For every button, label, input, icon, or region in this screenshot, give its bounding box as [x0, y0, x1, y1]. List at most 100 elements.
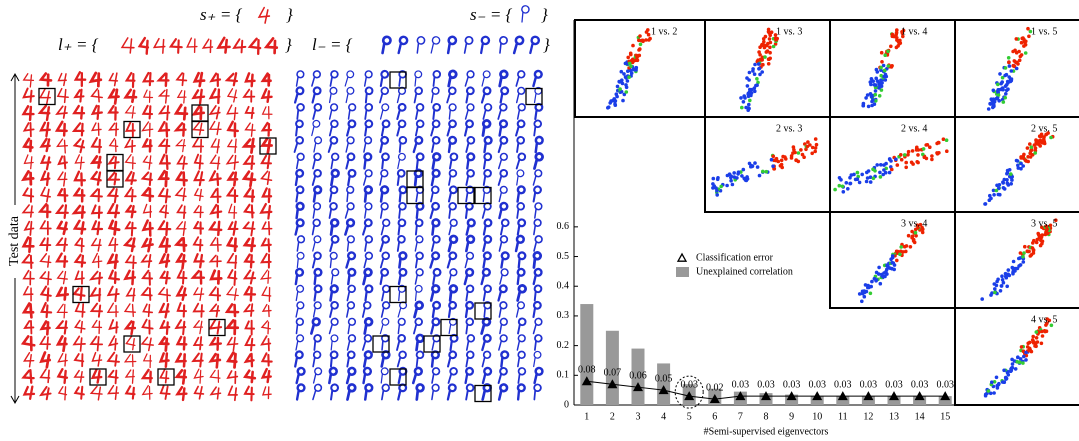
- digit-glyph: [120, 37, 135, 54]
- digit-glyph: [379, 267, 390, 286]
- scatter-dot: [806, 140, 810, 144]
- digit-glyph: [39, 121, 51, 138]
- scatter-dot: [879, 68, 883, 72]
- digit-glyph: [293, 136, 304, 153]
- digit-glyph: [344, 70, 355, 87]
- digit-glyph: [124, 369, 135, 384]
- scatter-dot: [862, 289, 866, 293]
- digit-glyph: [295, 152, 305, 170]
- digit-glyph: [448, 152, 459, 170]
- scatter-dot: [1030, 246, 1035, 250]
- line-marker: [709, 394, 720, 404]
- scatter-dot: [1037, 235, 1042, 240]
- scatter-dot: [1032, 340, 1036, 344]
- x-tick-label: 14: [915, 411, 925, 422]
- highlight-box: [191, 120, 209, 139]
- digit-glyph: [346, 185, 355, 203]
- digit-glyph: [446, 86, 457, 104]
- digit-glyph: [208, 286, 222, 302]
- digit-glyph: [191, 137, 205, 153]
- digit-glyph: [72, 104, 86, 120]
- digit-glyph: [261, 187, 273, 204]
- digit-glyph: [56, 368, 69, 385]
- digit-glyph: [21, 253, 34, 269]
- scatter-dot: [866, 104, 871, 109]
- digit-glyph: [55, 105, 68, 119]
- scatter-dot: [1028, 29, 1033, 34]
- scatter-dot: [918, 222, 923, 227]
- scatter-dot: [921, 147, 926, 151]
- scatter-dot: [1004, 92, 1008, 96]
- digit-glyph: [328, 86, 338, 104]
- scatter-dot: [623, 61, 628, 66]
- digit-glyph: [381, 284, 391, 302]
- scatter-dot: [757, 50, 761, 54]
- digit-glyph: [482, 218, 493, 236]
- digit-glyph: [481, 350, 492, 368]
- scatter-dot: [1001, 280, 1006, 285]
- scatter-dot: [930, 154, 934, 158]
- digit-glyph: [141, 104, 154, 120]
- digit-glyph: [517, 367, 527, 384]
- digit-glyph: [56, 138, 68, 154]
- digit-glyph: [72, 219, 87, 235]
- digit-glyph: [22, 351, 35, 368]
- scatter-dot: [890, 32, 895, 37]
- brace: }: [285, 35, 292, 54]
- scatter-dot: [879, 84, 884, 88]
- digit-glyph: [447, 185, 458, 203]
- panel-label: 1 vs. 3: [776, 26, 802, 37]
- scatter-dot: [1013, 266, 1017, 271]
- digit-glyph: [347, 103, 357, 120]
- scatter-dot: [1034, 336, 1039, 340]
- digit-glyph: [296, 103, 305, 120]
- highlight-box: [89, 368, 107, 386]
- digit-glyph: [242, 186, 256, 203]
- digit-glyph: [411, 366, 423, 385]
- digit-glyph: [515, 301, 525, 318]
- digit-glyph: [157, 286, 171, 303]
- digit-glyph: [56, 270, 68, 285]
- digit-glyph: [73, 385, 85, 400]
- scatter-dot: [810, 145, 815, 150]
- digit-glyph: [159, 384, 171, 400]
- scatter-dot: [864, 96, 868, 100]
- scatter-dot: [640, 38, 645, 43]
- scatter-dot: [874, 76, 878, 81]
- scatter-dot: [1027, 346, 1032, 351]
- scatter-dot: [805, 144, 810, 149]
- digit-glyph: [532, 317, 543, 335]
- digit-glyph: [516, 218, 527, 236]
- digit-glyph: [107, 219, 121, 236]
- scatter-dot: [625, 79, 630, 83]
- digit-glyph: [176, 154, 188, 170]
- x-tick-label: 3: [636, 411, 641, 422]
- scatter-dot: [730, 182, 735, 187]
- digit-glyph: [363, 251, 373, 269]
- digit-glyph: [379, 317, 390, 335]
- digit-glyph: [22, 73, 35, 88]
- digit-glyph: [124, 254, 137, 270]
- scatter-dot: [1040, 329, 1044, 334]
- y-tick-label: 0.5: [557, 251, 570, 262]
- digit-glyph: [157, 138, 171, 154]
- scatter-dot: [1015, 159, 1020, 163]
- digit-glyph: [447, 234, 459, 253]
- scatter-dot: [799, 148, 803, 152]
- digit-glyph: [72, 335, 86, 352]
- scatter-dot: [789, 154, 794, 158]
- scatter-dot: [1014, 37, 1019, 41]
- bar: [861, 396, 875, 405]
- scatter-dot: [768, 50, 772, 55]
- scatter-dot: [865, 176, 870, 180]
- digit-glyph: [22, 385, 36, 400]
- digit-glyph: [396, 168, 406, 186]
- digit-glyph: [448, 218, 458, 236]
- digit-glyph: [414, 251, 424, 269]
- bar: [938, 396, 952, 405]
- scatter-dot: [1000, 278, 1005, 282]
- digit-glyph: [396, 86, 407, 104]
- scatter-dot: [910, 234, 915, 239]
- digit-glyph: [330, 334, 339, 351]
- digit-glyph: [232, 38, 247, 54]
